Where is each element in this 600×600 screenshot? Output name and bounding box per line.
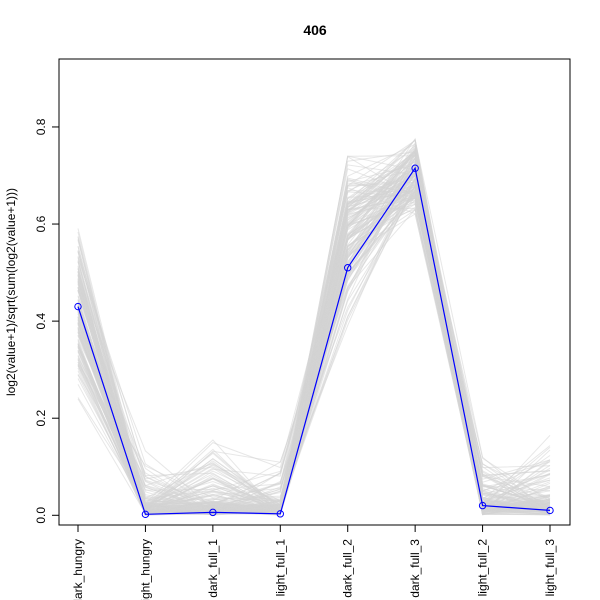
x-tick-label: dark_hungry bbox=[71, 539, 85, 600]
y-axis-label: log2(value+1)/sqrt(sum(log2(value+1))) bbox=[4, 188, 18, 396]
x-tick-label: dark_full_2 bbox=[341, 539, 355, 598]
background-series-group bbox=[77, 137, 551, 517]
x-tick-label: light_hungry bbox=[138, 539, 152, 600]
highlight-point bbox=[276, 510, 284, 518]
x-tick-label: dark_full_1 bbox=[206, 539, 220, 598]
highlight-series-group bbox=[74, 164, 554, 519]
highlight-point bbox=[478, 501, 487, 510]
y-tick-label: 0.2 bbox=[34, 410, 48, 427]
highlight-point bbox=[74, 302, 82, 311]
chart-title: 406 bbox=[303, 22, 327, 38]
y-tick-label: 0.4 bbox=[34, 312, 48, 329]
background-series-line bbox=[77, 162, 551, 505]
highlight-series-line bbox=[77, 166, 551, 515]
background-series-line bbox=[77, 160, 551, 516]
x-tick-label: light_full_1 bbox=[273, 539, 287, 597]
y-axis: 0.0 0.2 0.4 0.6 0.8 bbox=[34, 118, 59, 524]
background-series-line bbox=[77, 147, 551, 512]
x-axis: dark_hungry light_hungry dark_full_1 light_… bbox=[71, 525, 557, 600]
x-tick-label: light_full_2 bbox=[476, 539, 490, 597]
highlight-point bbox=[546, 506, 554, 515]
background-series-line bbox=[77, 172, 551, 516]
highlight-point bbox=[411, 164, 419, 172]
highlight-point bbox=[209, 508, 217, 517]
background-series-line bbox=[77, 179, 551, 509]
x-tick-label: light_full_3 bbox=[543, 539, 557, 597]
y-tick-label: 0.6 bbox=[34, 215, 48, 232]
y-tick-label: 0.8 bbox=[34, 118, 48, 135]
plot-frame bbox=[58, 58, 571, 526]
highlight-point bbox=[344, 264, 352, 272]
y-tick-label: 0.0 bbox=[34, 507, 48, 524]
highlight-point bbox=[141, 510, 150, 519]
x-tick-label: dark_full_3 bbox=[408, 539, 422, 598]
